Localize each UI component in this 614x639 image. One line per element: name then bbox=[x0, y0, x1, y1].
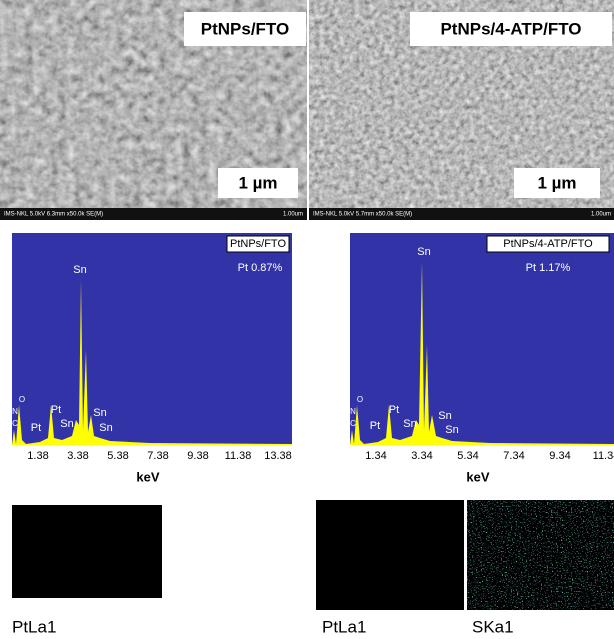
peak-label: Sn bbox=[93, 407, 106, 419]
spectrum-trace bbox=[12, 280, 292, 445]
sem-info: IMS-NKL 5.0kV 5.7mm x50.0k SE(M) bbox=[313, 212, 412, 218]
scale-box bbox=[218, 168, 298, 198]
peak-label: Sn bbox=[99, 422, 112, 434]
peak-label: Sn bbox=[445, 424, 458, 436]
peak-label: N bbox=[12, 407, 18, 416]
sem-info: IMS-NKL 5.0kV 6.3mm x50.0k SE(M) bbox=[4, 212, 103, 218]
sem-scale: 1.00um bbox=[591, 212, 611, 218]
map-label: PtLa1 bbox=[322, 617, 366, 636]
map-dots bbox=[467, 500, 614, 610]
x-axis-label: keV bbox=[136, 469, 159, 484]
peak-label: Sn bbox=[403, 418, 416, 430]
x-tick-label: 3.38 bbox=[67, 450, 88, 462]
peak-label: Sn bbox=[73, 264, 86, 276]
x-axis-label: keV bbox=[466, 469, 489, 484]
sem-label: PtNPs/FTO bbox=[201, 19, 289, 38]
map-dots bbox=[12, 505, 162, 598]
peak-label: O bbox=[357, 395, 363, 404]
sem-label: PtNPs/4-ATP/FTO bbox=[440, 19, 581, 38]
x-tick-label: 5.34 bbox=[457, 450, 478, 462]
spectrum-label: PtNPs/FTO bbox=[230, 238, 286, 250]
scale-box bbox=[514, 168, 600, 198]
label-box bbox=[184, 12, 306, 46]
plot-area bbox=[350, 233, 614, 445]
peak-label: Pt bbox=[389, 404, 399, 416]
x-tick-label: 1.38 bbox=[27, 450, 48, 462]
label-box bbox=[486, 235, 610, 253]
scale-bar-label: 1 µm bbox=[238, 173, 277, 192]
x-tick-label: 9.34 bbox=[549, 450, 570, 462]
peak-label: Pt bbox=[51, 404, 61, 416]
sem-image: PtNPs/FTO 1 µm IMS-NKL 5.0kV 6.3mm x50.0… bbox=[0, 0, 307, 220]
x-tick-label: 3.34 bbox=[411, 450, 432, 462]
x-tick-label: 11.38 bbox=[225, 450, 252, 462]
label-box bbox=[226, 235, 290, 253]
peak-label: Pt bbox=[31, 422, 41, 434]
peak-label: C bbox=[350, 419, 356, 428]
peak-label: C bbox=[12, 419, 18, 428]
x-tick-label: 11.34 bbox=[593, 450, 614, 462]
spectrum: PtNPs/FTO Pt 0.87% Sn O N C Pt Pt Sn Sn … bbox=[12, 233, 292, 484]
spectrum: PtNPs/4-ATP/FTO Pt 1.17% Sn O N C Pt Pt … bbox=[350, 233, 614, 484]
x-tick-label: 1.34 bbox=[365, 450, 386, 462]
composition: Pt 1.17% bbox=[526, 262, 571, 274]
map-label: PtLa1 bbox=[12, 617, 56, 636]
x-tick-label: 7.38 bbox=[147, 450, 168, 462]
peak-label: Sn bbox=[417, 246, 430, 258]
sem-image: PtNPs/4-ATP/FTO 1 µm IMS-NKL 5.0kV 5.7mm… bbox=[309, 0, 614, 220]
sem-scale: 1.00um bbox=[283, 212, 303, 218]
peak-label: N bbox=[350, 407, 356, 416]
x-tick-label: 13.38 bbox=[264, 450, 292, 462]
scale-bar-label: 1 µm bbox=[537, 173, 576, 192]
map-dots bbox=[316, 500, 464, 610]
info-bar bbox=[309, 208, 614, 220]
peak-label: Pt bbox=[370, 420, 380, 432]
label-box bbox=[410, 12, 612, 46]
spectrum-label: PtNPs/4-ATP/FTO bbox=[503, 238, 593, 250]
map-label: SKa1 bbox=[472, 617, 514, 636]
plot-area bbox=[12, 233, 292, 445]
composition: Pt 0.87% bbox=[238, 262, 283, 274]
x-axis: 1.38 3.38 5.38 7.38 9.38 11.38 13.38 bbox=[27, 450, 291, 462]
info-bar bbox=[0, 208, 307, 220]
peak-label: O bbox=[19, 395, 25, 404]
x-tick-label: 5.38 bbox=[107, 450, 128, 462]
x-axis: 1.34 3.34 5.34 7.34 9.34 11.34 bbox=[365, 450, 614, 462]
x-tick-label: 9.38 bbox=[187, 450, 208, 462]
peak-label: Sn bbox=[60, 418, 73, 430]
x-tick-label: 7.34 bbox=[503, 450, 524, 462]
peak-label: Sn bbox=[438, 410, 451, 422]
